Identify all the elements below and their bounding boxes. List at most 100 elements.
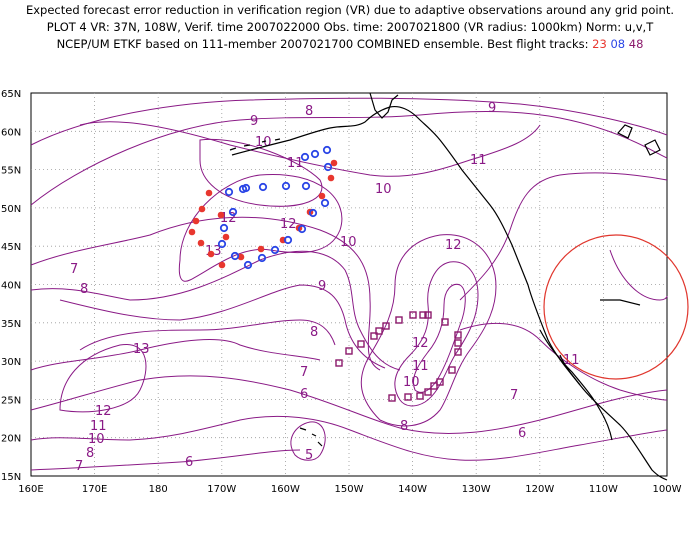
contour-label: 9 [250,114,258,129]
contour-label: 8 [310,325,318,340]
contour-label: 12 [412,336,429,351]
contour-label: 11 [90,419,107,434]
flight-track-marker [217,211,225,219]
flight-track-marker [224,187,234,197]
flight-track-marker [345,347,353,355]
title-line-3: NCEP/UM ETKF based on 111-member 2007021… [0,37,700,51]
lon-tick-label: 170W [207,484,236,495]
flight-track-marker [188,228,196,236]
contour-label: 6 [300,387,308,402]
lon-tick-label: 140W [398,484,427,495]
contour-label: 11 [470,153,487,168]
contour-label: 11 [412,359,429,374]
flight-track-marker [320,198,330,208]
contour-label: 8 [400,419,408,434]
flight-track-marker [436,378,444,386]
flight-track-marker [230,251,240,261]
lat-tick-label: 15N [1,472,21,483]
flight-track-marker [217,239,227,249]
flight-track-marker [370,332,378,340]
flight-track-red [188,159,338,269]
flight-track-marker [197,239,205,247]
lat-tick-label: 65N [1,89,21,100]
contour-label: 9 [488,101,496,116]
flight-track-marker [222,233,230,241]
flight-track-marker [281,181,291,191]
flight-track-marker [205,189,213,197]
lat-tick-label: 40N [1,281,21,292]
flight-track-marker [357,340,365,348]
flight-track-marker [192,217,200,225]
flight-track-marker [424,388,432,396]
graticule [31,93,667,476]
title-line-1: Expected forecast error reduction in ver… [25,3,675,17]
flight-track-marker [257,245,265,253]
lat-tick-label: 50N [1,204,21,215]
flight-track-marker [283,235,293,245]
contour-label: 10 [88,432,105,447]
contour-label: 7 [300,365,308,380]
lat-tick-label: 45N [1,242,21,253]
flight-track-marker [318,192,326,200]
flight-track-marker [207,250,215,258]
contour-labels: 8 9 9 10 11 11 10 12 10 12 7 8 9 8 12 13… [70,101,580,474]
track-purple-label: 48 [628,37,644,51]
contour-label: 9 [318,279,326,294]
flight-track-marker [330,159,338,167]
flight-track-marker [323,162,333,172]
contour-label: 6 [185,455,193,470]
coastlines [229,92,668,481]
lon-tick-label: 180 [149,484,168,495]
flight-track-marker [409,311,417,319]
flight-track-marker [241,183,251,193]
lon-tick-label: 100W [653,484,682,495]
flight-track-marker [335,359,343,367]
title-line-2: PLOT 4 VR: 37N, 108W, Verif. time 200702… [46,20,654,34]
flight-track-marker [270,245,280,255]
flight-track-marker [448,366,456,374]
lat-tick-label: 35N [1,319,21,330]
contour-label: 8 [80,282,88,297]
flight-track-marker [219,223,229,233]
flight-track-marker [382,322,390,330]
flight-track-marker [327,174,335,182]
contour-label: 10 [375,182,392,197]
lon-tick-label: 160E [18,484,43,495]
flight-track-marker [297,224,307,234]
flight-track-marker [257,253,267,263]
contour-label: 11 [563,353,580,368]
flight-track-marker [322,145,332,155]
contour-label: 12 [95,404,112,419]
flight-track-marker [300,152,310,162]
contour-label: 7 [75,459,83,474]
flight-track-marker [454,348,462,356]
flight-track-marker [310,149,320,159]
contour-label: 10 [403,375,420,390]
flight-track-marker [375,327,383,335]
flight-track-marker [308,208,318,218]
lat-tick-label: 55N [1,166,21,177]
contour-lines [30,97,668,471]
lat-tick-label: 30N [1,357,21,368]
flight-track-marker [228,207,238,217]
flight-track-marker [416,392,424,400]
flight-track-marker [218,261,226,269]
verification-region-circle [543,234,689,380]
flight-track-marker [454,331,462,339]
lon-tick-label: 150W [335,484,364,495]
track-red-label: 23 [592,37,607,51]
contour-label: 13 [133,342,150,357]
lon-tick-label: 130W [462,484,491,495]
contour-label: 8 [86,446,94,461]
contour-label: 11 [287,156,304,171]
contour-label: 7 [510,388,518,403]
lat-tick-label: 20N [1,434,21,445]
track-blue-label: 08 [610,37,626,51]
flight-track-marker [388,394,396,402]
title-line-3-text: NCEP/UM ETKF based on 111-member 2007021… [56,37,589,51]
lon-tick-label: 160W [271,484,300,495]
flight-track-marker [198,205,206,213]
contour-label: 6 [518,426,526,441]
